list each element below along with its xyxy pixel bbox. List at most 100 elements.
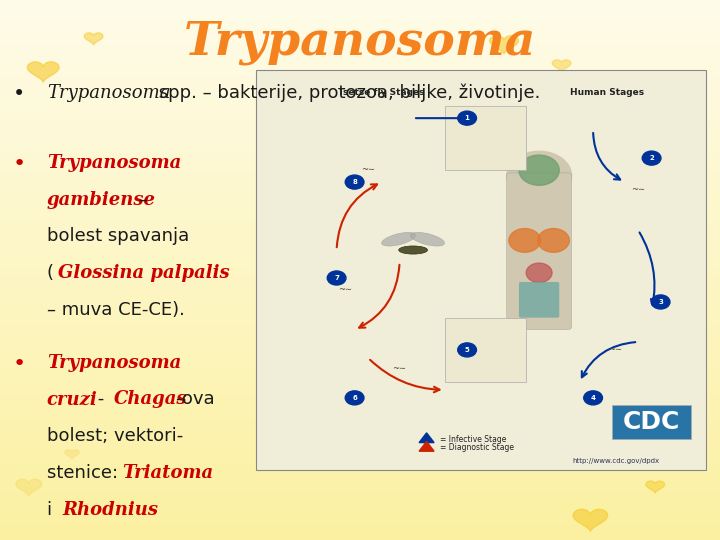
Bar xyxy=(0,535,720,540)
Text: Triatoma: Triatoma xyxy=(122,464,214,482)
Bar xyxy=(0,216,720,221)
Bar xyxy=(0,119,720,124)
Text: cruzi: cruzi xyxy=(47,390,97,408)
Bar xyxy=(0,70,720,76)
Text: spp. – bakterije, protozoa, biljke, životinje.: spp. – bakterije, protozoa, biljke, živo… xyxy=(153,84,541,102)
Bar xyxy=(0,81,720,86)
Text: 8: 8 xyxy=(352,179,357,185)
FancyBboxPatch shape xyxy=(256,70,706,470)
Bar xyxy=(0,432,720,437)
Circle shape xyxy=(642,151,661,165)
Bar xyxy=(0,437,720,443)
Bar xyxy=(0,22,720,27)
Bar xyxy=(0,146,720,151)
Bar xyxy=(0,167,720,173)
Bar xyxy=(0,518,720,524)
Polygon shape xyxy=(84,33,103,45)
Bar xyxy=(0,43,720,49)
Bar xyxy=(0,529,720,535)
Bar xyxy=(0,362,720,367)
Bar xyxy=(0,113,720,119)
Text: Trypanosoma: Trypanosoma xyxy=(47,354,181,372)
Circle shape xyxy=(584,391,603,405)
Polygon shape xyxy=(552,60,571,72)
Text: •: • xyxy=(13,84,25,104)
Bar xyxy=(0,340,720,346)
Bar xyxy=(0,162,720,167)
Bar xyxy=(0,27,720,32)
Bar xyxy=(0,232,720,238)
Text: –: – xyxy=(133,191,148,208)
Text: ~∼: ~∼ xyxy=(361,166,375,174)
Bar xyxy=(0,416,720,421)
Bar xyxy=(0,356,720,362)
Bar xyxy=(0,108,720,113)
Bar xyxy=(0,508,720,513)
Bar xyxy=(0,464,720,470)
Bar xyxy=(0,459,720,464)
Bar xyxy=(0,524,720,529)
Circle shape xyxy=(526,263,552,282)
FancyBboxPatch shape xyxy=(519,282,559,318)
Text: bolest; vektori-: bolest; vektori- xyxy=(47,427,183,445)
Text: ~∼: ~∼ xyxy=(631,186,645,194)
Text: stenice:: stenice: xyxy=(47,464,124,482)
Bar xyxy=(0,286,720,292)
Circle shape xyxy=(652,295,670,309)
Bar xyxy=(0,54,720,59)
Bar xyxy=(0,265,720,270)
Bar xyxy=(0,313,720,319)
Text: = Diagnostic Stage: = Diagnostic Stage xyxy=(440,443,514,453)
Bar xyxy=(0,38,720,43)
Bar xyxy=(0,281,720,286)
Bar xyxy=(0,97,720,103)
Bar xyxy=(0,103,720,108)
Text: gambiense: gambiense xyxy=(47,191,156,208)
Ellipse shape xyxy=(382,232,415,246)
Bar xyxy=(0,76,720,81)
Bar xyxy=(0,243,720,248)
Bar xyxy=(0,32,720,38)
Bar xyxy=(0,481,720,486)
Bar xyxy=(0,205,720,211)
Bar xyxy=(0,497,720,502)
Polygon shape xyxy=(646,481,665,493)
Text: •: • xyxy=(13,354,26,374)
Text: 6: 6 xyxy=(352,395,357,401)
Bar xyxy=(0,346,720,351)
Text: ~∼: ~∼ xyxy=(392,366,407,374)
Text: 2: 2 xyxy=(649,155,654,161)
Ellipse shape xyxy=(410,232,444,246)
Bar xyxy=(0,329,720,335)
FancyBboxPatch shape xyxy=(444,318,526,382)
Bar xyxy=(0,86,720,92)
Bar xyxy=(0,297,720,302)
Text: – muva CE-CE).: – muva CE-CE). xyxy=(47,301,184,319)
FancyBboxPatch shape xyxy=(444,106,526,170)
Circle shape xyxy=(458,111,477,125)
Bar xyxy=(0,448,720,454)
Bar xyxy=(0,324,720,329)
Bar xyxy=(0,491,720,497)
Text: 4: 4 xyxy=(590,395,595,401)
Text: bolest spavanja: bolest spavanja xyxy=(47,227,189,245)
Text: 5: 5 xyxy=(464,347,469,353)
Bar xyxy=(0,259,720,265)
Text: = Infective Stage: = Infective Stage xyxy=(440,435,506,444)
Text: Trypanosoma: Trypanosoma xyxy=(47,154,181,172)
Circle shape xyxy=(507,151,572,200)
Bar xyxy=(0,189,720,194)
Bar xyxy=(0,16,720,22)
Bar xyxy=(0,227,720,232)
Bar xyxy=(0,275,720,281)
Bar xyxy=(0,486,720,491)
Bar xyxy=(0,184,720,189)
Circle shape xyxy=(327,271,346,285)
Circle shape xyxy=(346,175,364,189)
Bar xyxy=(0,410,720,416)
Bar xyxy=(0,0,720,5)
Bar xyxy=(0,194,720,200)
Bar xyxy=(0,383,720,389)
Bar xyxy=(0,270,720,275)
Text: Trypanosoma: Trypanosoma xyxy=(47,84,171,102)
